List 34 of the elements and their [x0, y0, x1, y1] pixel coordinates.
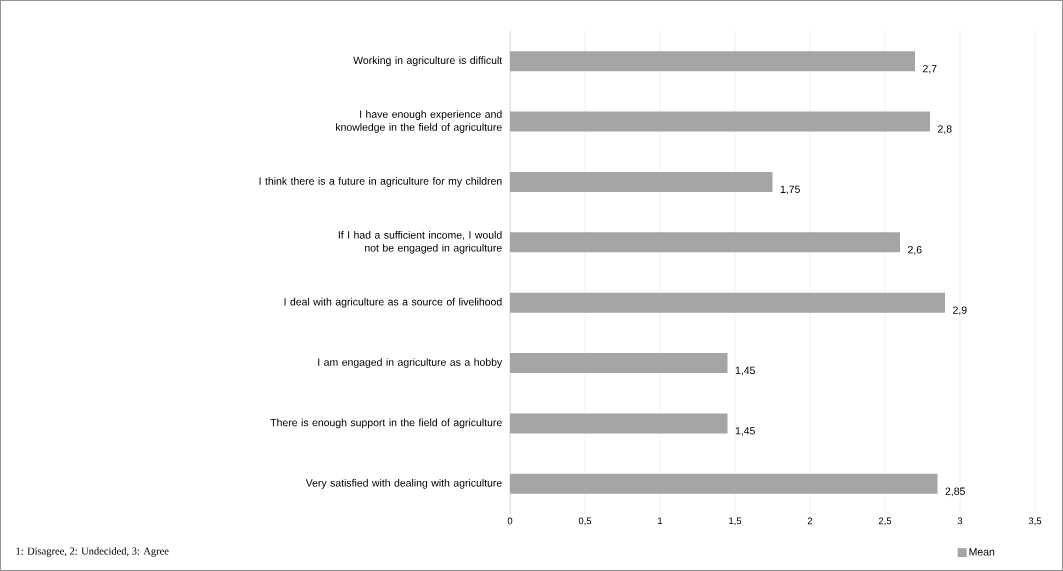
y-tick-label: Working in agriculture is difficult — [353, 56, 503, 67]
bar — [510, 171, 773, 192]
x-tick-label: 0 — [507, 517, 513, 525]
data-label: 1,45 — [735, 366, 755, 376]
data-label: 1,75 — [780, 185, 800, 195]
data-label: 1,45 — [735, 427, 755, 436]
y-tick-label: If I had a sufficient income, I would not be engaged in agriculture — [338, 230, 502, 254]
y-tick-label: I am engaged in agriculture as a hobby — [318, 358, 503, 368]
x-tick-label: 1 — [658, 517, 663, 525]
x-tick-label: 3,5 — [1028, 517, 1042, 526]
x-tick-label: 1,5 — [729, 517, 742, 526]
bar — [510, 473, 938, 494]
legend-label: Mean — [969, 548, 995, 556]
data-label: 2,8 — [938, 125, 952, 134]
bar — [510, 232, 900, 253]
y-tick-label: Very satisfied with dealing with agriculture — [305, 478, 502, 489]
bar — [510, 51, 915, 72]
x-tick-label: 0,5 — [578, 517, 592, 526]
x-tick-label: 3 — [957, 517, 963, 525]
data-label: 2,6 — [908, 246, 922, 255]
data-label: 2,85 — [945, 487, 965, 497]
x-tick-label: 2,5 — [878, 517, 892, 526]
bar — [510, 292, 945, 313]
y-tick-label: I deal with agriculture as a source of livelihood — [284, 297, 502, 308]
bar — [510, 413, 728, 434]
data-label: 2,7 — [923, 64, 937, 74]
data-label: 2,9 — [953, 306, 967, 316]
y-tick-label: I think there is a future in agriculture for my children — [259, 177, 502, 187]
x-tick-label: 2 — [807, 517, 813, 525]
text: 1: Disagree, 2: Undecided, 3: Agree — [16, 547, 169, 557]
bar — [510, 111, 930, 132]
y-tick-label: There is enough support in the field of agriculture — [270, 418, 502, 429]
y-tick-label: I have enough experience and knowledge in the field of agriculture — [336, 110, 502, 133]
bar — [510, 353, 728, 374]
